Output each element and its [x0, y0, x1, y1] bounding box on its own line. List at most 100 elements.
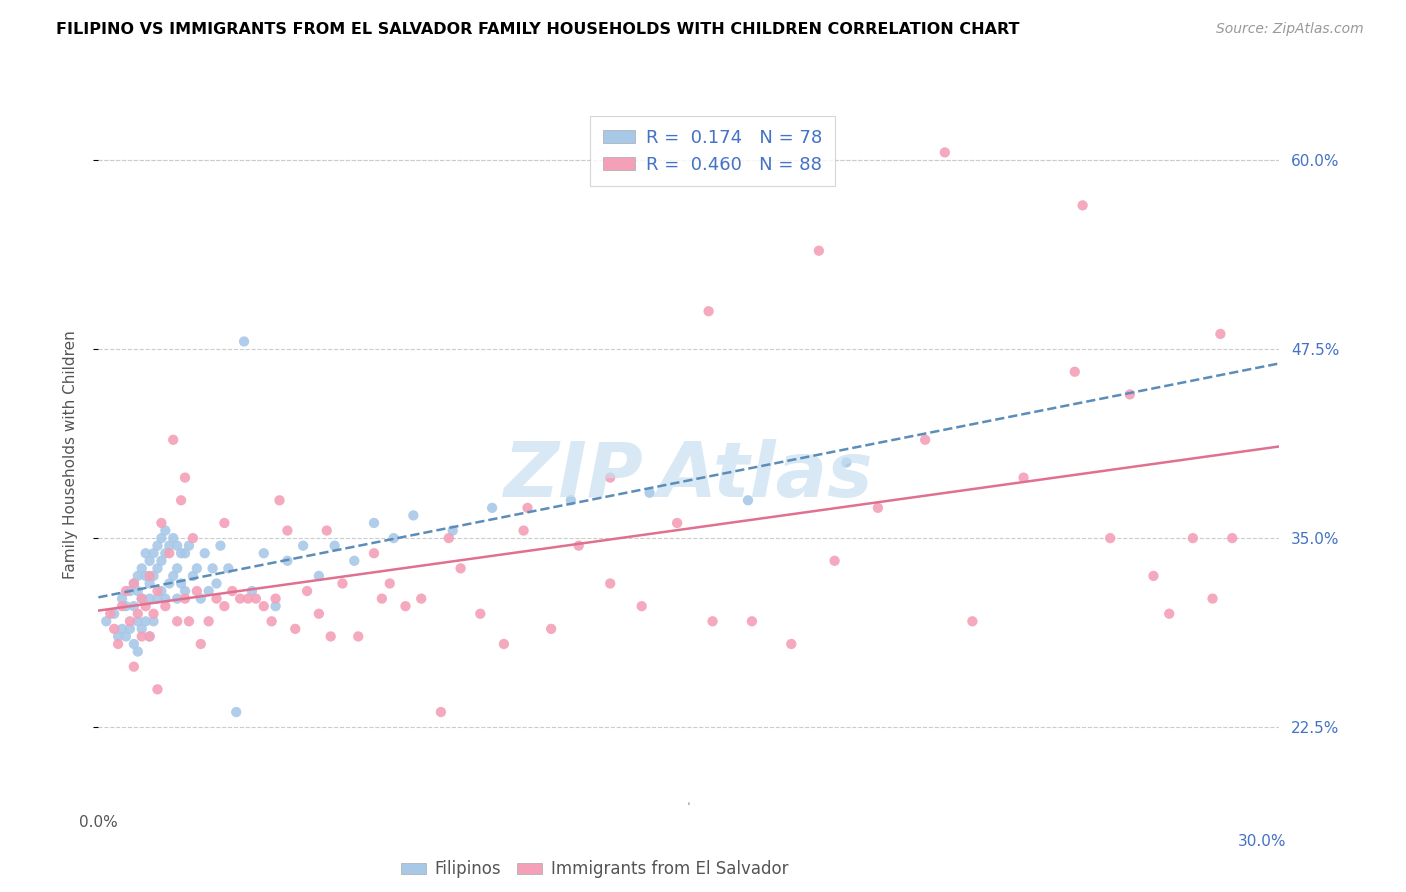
Point [599, 576, 621, 591]
Point [540, 622, 562, 636]
Point [481, 500, 503, 515]
Point [1209, 326, 1232, 341]
Point [131, 591, 153, 606]
Point [240, 584, 263, 599]
Point [127, 644, 149, 658]
Point [205, 576, 228, 591]
Point [253, 599, 276, 614]
Point [1159, 607, 1181, 621]
Point [741, 615, 763, 629]
Point [138, 629, 160, 643]
Point [138, 629, 160, 643]
Point [111, 599, 134, 614]
Point [127, 569, 149, 583]
Point [135, 615, 157, 629]
Point [186, 561, 208, 575]
Point [127, 615, 149, 629]
Point [186, 584, 208, 599]
Point [402, 508, 425, 523]
Point [217, 561, 239, 575]
Point [155, 599, 177, 614]
Point [122, 659, 145, 673]
Point [107, 629, 129, 643]
Point [560, 493, 582, 508]
Point [177, 615, 200, 629]
Point [181, 569, 204, 583]
Point [1012, 470, 1035, 484]
Point [269, 493, 291, 508]
Point [181, 531, 204, 545]
Text: FILIPINO VS IMMIGRANTS FROM EL SALVADOR FAMILY HOUSEHOLDS WITH CHILDREN CORRELAT: FILIPINO VS IMMIGRANTS FROM EL SALVADOR … [56, 22, 1019, 37]
Point [308, 607, 330, 621]
Point [378, 576, 401, 591]
Point [118, 584, 141, 599]
Point [394, 599, 416, 614]
Point [131, 561, 153, 575]
Point [233, 334, 256, 349]
Point [115, 584, 138, 599]
Point [174, 470, 197, 484]
Point [430, 705, 453, 719]
Point [197, 584, 219, 599]
Point [214, 516, 236, 530]
Point [146, 682, 169, 697]
Point [441, 524, 464, 538]
Point [835, 455, 858, 469]
Point [127, 584, 149, 599]
Point [512, 524, 534, 538]
Point [382, 531, 405, 545]
Point [411, 591, 433, 606]
Point [205, 591, 228, 606]
Point [131, 591, 153, 606]
Point [1201, 591, 1223, 606]
Point [177, 539, 200, 553]
Point [492, 637, 515, 651]
Point [666, 516, 689, 530]
Point [122, 576, 145, 591]
Point [166, 591, 188, 606]
Point [118, 615, 141, 629]
Point [264, 599, 287, 614]
Point [135, 569, 157, 583]
Point [253, 546, 276, 560]
Point [155, 591, 177, 606]
Point [470, 607, 492, 621]
Point [962, 615, 984, 629]
Point [194, 546, 217, 560]
Point [702, 615, 724, 629]
Point [1063, 365, 1085, 379]
Point [319, 629, 342, 643]
Point [201, 561, 224, 575]
Point [138, 576, 160, 591]
Point [236, 591, 259, 606]
Point [1142, 569, 1164, 583]
Point [122, 637, 145, 651]
Point [197, 615, 219, 629]
Point [142, 615, 165, 629]
Point [131, 629, 153, 643]
Point [157, 576, 180, 591]
Point [98, 607, 121, 621]
Point [437, 531, 460, 545]
Point [174, 546, 197, 560]
Point [122, 599, 145, 614]
Point [135, 599, 157, 614]
Point [170, 546, 193, 560]
Point [824, 554, 846, 568]
Point [131, 622, 153, 636]
Point [157, 546, 180, 560]
Point [516, 500, 538, 515]
Point [638, 485, 661, 500]
Point [146, 539, 169, 553]
Point [292, 539, 315, 553]
Point [190, 637, 212, 651]
Point [174, 584, 197, 599]
Point [315, 524, 337, 538]
Point [276, 554, 298, 568]
Point [264, 591, 287, 606]
Point [780, 637, 803, 651]
Point [1181, 531, 1204, 545]
Point [934, 145, 956, 160]
Point [450, 561, 472, 575]
Point [630, 599, 652, 614]
